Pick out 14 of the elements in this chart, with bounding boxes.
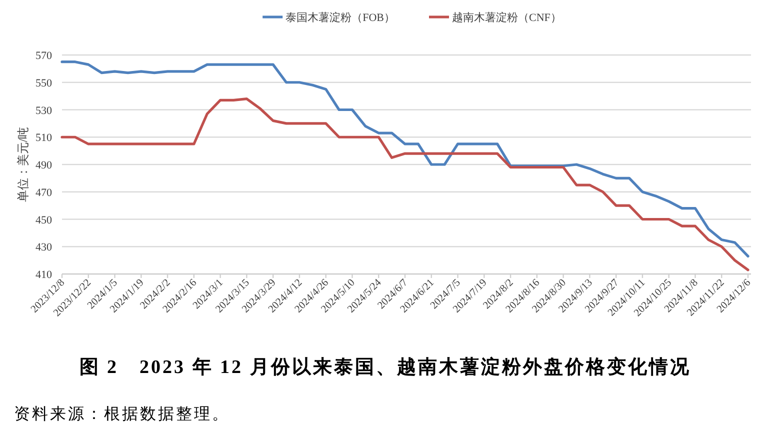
y-tick-label: 430 — [36, 242, 52, 254]
y-axis-title: 单位：美元/吨 — [16, 126, 30, 202]
text: 图 2 2023 年 12 月份以来泰国、越南木薯淀粉外盘价格变化情况 — [79, 356, 691, 378]
y-tick-label: 530 — [36, 104, 52, 117]
y-tick-label: 470 — [36, 186, 52, 199]
legend-label: 越南木薯淀粉（CNF） — [452, 11, 562, 24]
text: 资料来源：根据数据整理。 — [14, 405, 230, 423]
y-tick-label: 410 — [36, 269, 52, 281]
y-tick-label: 450 — [36, 214, 52, 226]
y-tick-label: 570 — [36, 50, 52, 62]
y-tick-label: 490 — [36, 160, 52, 172]
legend-label: 泰国木薯淀粉（FOB） — [286, 11, 396, 24]
y-tick-label: 510 — [36, 132, 52, 144]
y-tick-label: 550 — [36, 77, 52, 90]
